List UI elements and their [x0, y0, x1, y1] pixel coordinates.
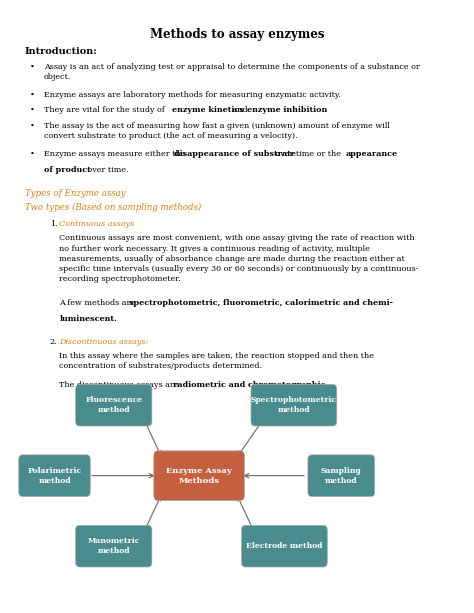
- FancyBboxPatch shape: [251, 384, 337, 426]
- Text: Electrode method: Electrode method: [246, 542, 323, 550]
- Text: Continuous assays: Continuous assays: [59, 220, 134, 228]
- Text: •: •: [30, 122, 35, 130]
- FancyBboxPatch shape: [154, 451, 245, 500]
- Text: Polarimetric
method: Polarimetric method: [27, 466, 82, 484]
- Text: A few methods are: A few methods are: [59, 299, 138, 307]
- Text: 1.: 1.: [50, 220, 57, 228]
- Text: enzyme kinetics: enzyme kinetics: [172, 106, 244, 114]
- FancyBboxPatch shape: [75, 525, 152, 567]
- Text: Types of Enzyme assay: Types of Enzyme assay: [25, 189, 125, 197]
- Text: The discontinuous assays are: The discontinuous assays are: [59, 381, 181, 389]
- Text: Two types (Based on sampling methods): Two types (Based on sampling methods): [25, 203, 201, 212]
- Text: Sampling
method: Sampling method: [321, 466, 362, 484]
- Text: radiometric and chromatographic: radiometric and chromatographic: [173, 381, 325, 389]
- Text: •: •: [30, 106, 35, 114]
- Text: .: .: [294, 381, 296, 389]
- Text: appearance: appearance: [346, 150, 398, 158]
- Text: Discontinuous assays:: Discontinuous assays:: [59, 338, 148, 346]
- Text: Enzyme Assay
Methods: Enzyme Assay Methods: [166, 466, 232, 484]
- FancyBboxPatch shape: [19, 455, 90, 497]
- Text: Methods to assay enzymes: Methods to assay enzymes: [150, 28, 324, 40]
- Text: 2.: 2.: [50, 338, 57, 346]
- Text: Introduction:: Introduction:: [25, 47, 97, 56]
- Text: Assay is an act of analyzing test or appraisal to determine the components of a : Assay is an act of analyzing test or app…: [44, 63, 419, 81]
- Text: •: •: [30, 91, 35, 99]
- Text: Manometric
method: Manometric method: [88, 537, 140, 555]
- Text: In this assay where the samples are taken, the reaction stopped and then the
con: In this assay where the samples are take…: [59, 352, 374, 370]
- Text: Spectrophotometric
method: Spectrophotometric method: [251, 396, 337, 414]
- Text: luminescent.: luminescent.: [59, 314, 117, 322]
- Text: •: •: [30, 63, 35, 70]
- Text: spectrophotometric, fluorometric, calorimetric and chemi-: spectrophotometric, fluorometric, calori…: [129, 299, 393, 307]
- Text: They are vital for the study of: They are vital for the study of: [44, 106, 167, 114]
- Text: of product: of product: [44, 166, 91, 173]
- Text: and: and: [230, 106, 250, 114]
- FancyBboxPatch shape: [308, 455, 374, 497]
- Text: Continuous assays are most convenient, with one assay giving the rate of reactio: Continuous assays are most convenient, w…: [59, 234, 419, 283]
- Text: •: •: [30, 150, 35, 158]
- Text: Enzyme assays are laboratory methods for measuring enzymatic activity.: Enzyme assays are laboratory methods for…: [44, 91, 340, 99]
- FancyBboxPatch shape: [241, 525, 327, 567]
- FancyBboxPatch shape: [75, 384, 152, 426]
- Text: disappearance of substrate: disappearance of substrate: [174, 150, 296, 158]
- Text: The assay is the act of measuring how fast a given (unknown) amount of enzyme wi: The assay is the act of measuring how fa…: [44, 122, 390, 140]
- Text: over time.: over time.: [85, 166, 128, 173]
- Text: Enzyme assays measure either the: Enzyme assays measure either the: [44, 150, 188, 158]
- Text: enzyme inhibition: enzyme inhibition: [246, 106, 327, 114]
- Text: over time or the: over time or the: [273, 150, 344, 158]
- Text: .: .: [312, 106, 314, 114]
- Text: Fluorescence
method: Fluorescence method: [85, 396, 142, 414]
